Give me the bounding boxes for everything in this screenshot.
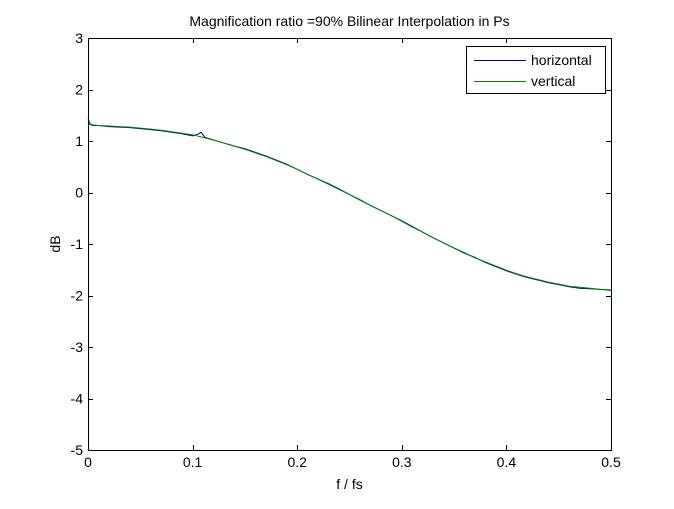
- legend-box: [466, 46, 606, 94]
- y-tick-label: -3: [71, 339, 84, 355]
- y-tick-label: 2: [75, 82, 83, 98]
- legend-items: horizontal vertical: [474, 52, 592, 89]
- chart-title: Magnification ratio =90% Bilinear Interp…: [189, 13, 509, 29]
- legend: horizontal vertical: [466, 46, 606, 94]
- x-tick-label: 0.3: [392, 454, 412, 470]
- x-tick-label: 0: [84, 454, 92, 470]
- ticks-layer: 0 0.1 0.2 0.3 0.4 0.5 3 2 1 0 -1 -2 -3 -4 -5: [71, 30, 621, 470]
- series-line-vertical: [87, 117, 612, 291]
- x-tick-label: 0.1: [183, 454, 203, 470]
- y-tick-label: 3: [75, 30, 83, 46]
- y-tick-label: 0: [75, 185, 83, 201]
- series-layer: [87, 117, 612, 291]
- x-tick-label: 0.4: [497, 454, 517, 470]
- x-axis-label: f / fs: [336, 476, 362, 492]
- y-tick-label: -1: [71, 236, 84, 252]
- legend-label-horizontal: horizontal: [531, 52, 592, 68]
- legend-label-vertical: vertical: [531, 73, 575, 89]
- x-tick-label: 0.2: [287, 454, 307, 470]
- y-tick-label: 1: [75, 133, 83, 149]
- y-axis-label: dB: [47, 235, 63, 252]
- plot-area: [88, 38, 611, 450]
- y-tick-label: -5: [71, 442, 84, 458]
- y-tick-label: -2: [71, 288, 84, 304]
- y-tick-label: -4: [71, 391, 84, 407]
- x-tick-label: 0.5: [601, 454, 621, 470]
